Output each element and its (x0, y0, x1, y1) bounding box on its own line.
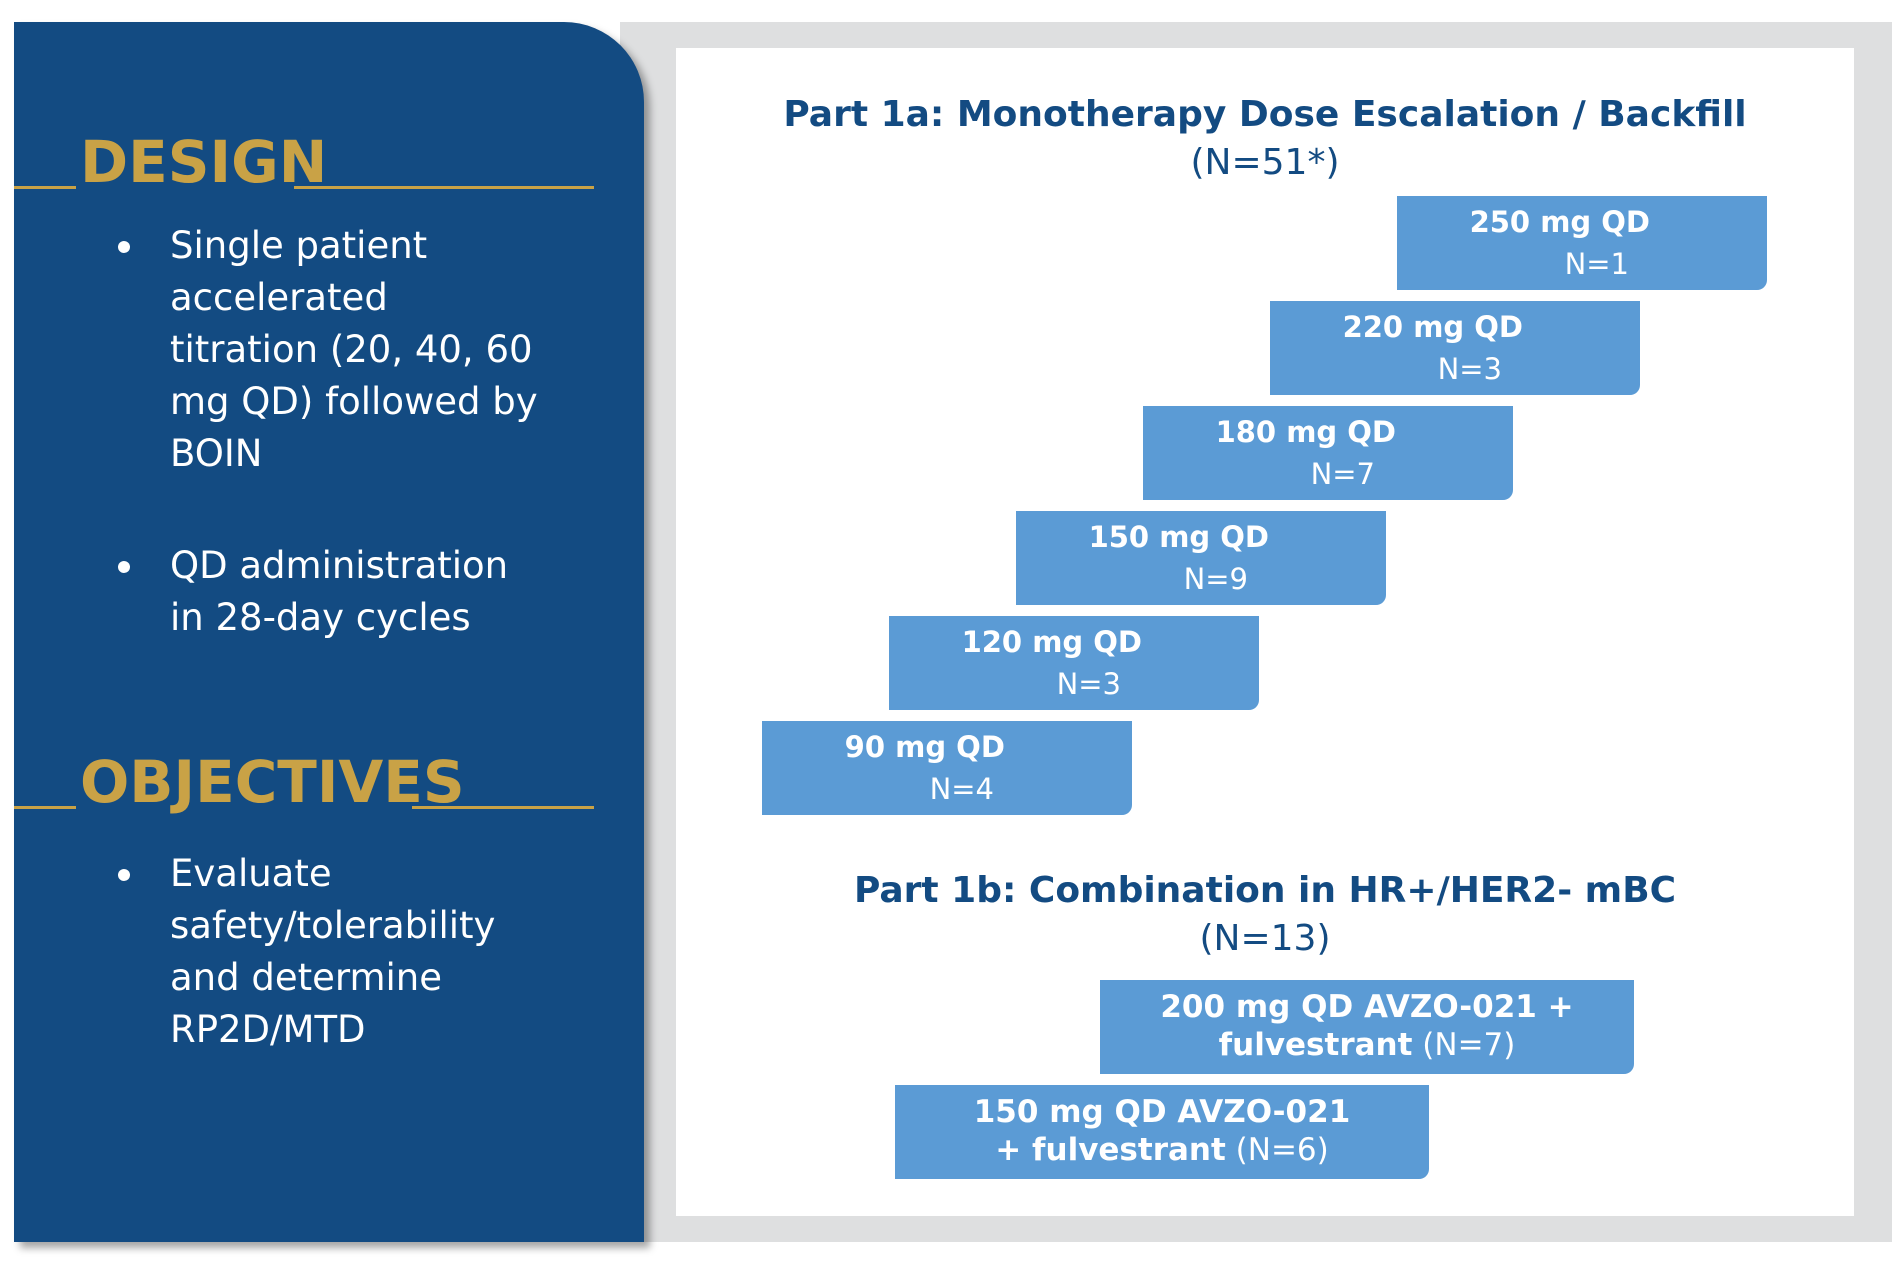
objectives-bullets: Evaluate safety/tolerability and determi… (118, 848, 508, 1116)
dose-step-150: 150 mg QD N=9 (1016, 511, 1386, 605)
heading-rule-right (412, 806, 594, 809)
dose-label: 180 mg QD (1215, 415, 1397, 449)
design-bullets: Single patient accelerated titration (20… (118, 220, 538, 704)
combo-arm-drug: fulvestrant (1218, 1027, 1413, 1063)
part1a-n: (N=51*) (1190, 142, 1340, 183)
dose-step-250: 250 mg QD N=1 (1397, 196, 1767, 290)
combo-arm-drug: + fulvestrant (995, 1132, 1226, 1168)
dose-n: N=4 (929, 772, 995, 806)
objectives-heading: OBJECTIVES (14, 750, 594, 830)
dose-n: N=3 (1437, 352, 1503, 386)
design-heading-text: DESIGN (80, 128, 328, 196)
part1b-n: (N=13) (1199, 918, 1331, 959)
objectives-heading-text: OBJECTIVES (80, 748, 465, 816)
heading-rule-right (294, 186, 594, 189)
dose-label: 150 mg QD (1088, 520, 1270, 554)
combo-arm-line1: 150 mg QD AVZO-021 (973, 1094, 1351, 1130)
dose-n: N=1 (1564, 247, 1630, 281)
dose-n: N=7 (1310, 457, 1376, 491)
dose-step-180: 180 mg QD N=7 (1143, 406, 1513, 500)
part1a-title: Part 1a: Monotherapy Dose Escalation / B… (783, 94, 1747, 135)
design-bullet-1: Single patient accelerated titration (20… (118, 220, 538, 480)
dose-label: 90 mg QD (844, 730, 1005, 764)
schema-card: Part 1a: Monotherapy Dose Escalation / B… (676, 48, 1854, 1216)
design-bullet-2: QD administration in 28-day cycles (118, 540, 538, 644)
dose-step-120: 120 mg QD N=3 (889, 616, 1259, 710)
combo-arm-200: 200 mg QD AVZO-021 + fulvestrant (N=7) (1100, 980, 1634, 1074)
combo-arm-n: (N=6) (1235, 1132, 1329, 1168)
dose-n: N=3 (1056, 667, 1122, 701)
combo-arm-n: (N=7) (1422, 1027, 1516, 1063)
dose-n: N=9 (1183, 562, 1249, 596)
combo-arm-150: 150 mg QD AVZO-021 + fulvestrant (N=6) (895, 1085, 1429, 1179)
combo-arm-line1: 200 mg QD AVZO-021 + (1160, 989, 1574, 1025)
dose-label: 120 mg QD (961, 625, 1143, 659)
dose-step-90: 90 mg QD N=4 (762, 721, 1132, 815)
dose-step-220: 220 mg QD N=3 (1270, 301, 1640, 395)
objectives-bullet-1: Evaluate safety/tolerability and determi… (118, 848, 508, 1056)
part1b-title: Part 1b: Combination in HR+/HER2- mBC (853, 870, 1677, 911)
heading-rule-left (14, 186, 76, 189)
design-heading: DESIGN (14, 130, 594, 210)
dose-label: 220 mg QD (1342, 310, 1524, 344)
info-panel: DESIGN Single patient accelerated titrat… (14, 22, 644, 1242)
dose-label: 250 mg QD (1469, 205, 1651, 239)
heading-rule-left (14, 806, 76, 809)
